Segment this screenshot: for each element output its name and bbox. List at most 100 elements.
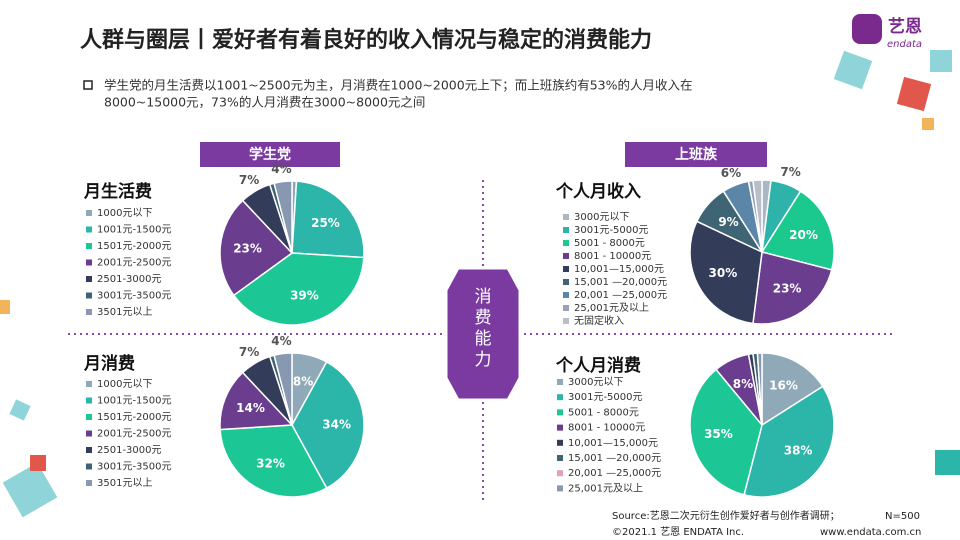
pie-slice [756,352,763,426]
legend-swatch [557,424,563,431]
group-label: 上班族 [675,146,718,163]
legend-swatch [86,226,92,233]
legend-label: 3501元以上 [97,306,152,318]
chart-title: 个人月消费 [555,355,641,376]
data-label: 16% [769,378,798,392]
data-label: 34% [322,418,351,432]
center-badge [444,266,522,402]
data-label: 32% [256,457,285,471]
legend-label: 1000元以下 [97,208,152,219]
data-label: 20% [789,228,818,242]
logo-mark [852,14,882,44]
group-label: 学生党 [249,146,291,163]
data-label: 14% [236,401,265,415]
legend-label: 20,001 —25,000元 [574,290,667,301]
data-label: 35% [704,427,733,441]
legend-swatch [557,394,563,401]
decor [922,118,934,130]
legend-swatch [563,227,569,233]
pie-slice [761,352,824,427]
pie-slice [232,252,365,326]
data-label: 9% [718,215,738,229]
logo-cn: 艺恩 [888,16,922,37]
chart-title: 月生活费 [83,181,152,202]
legend-swatch [557,409,563,416]
legend-swatch [563,318,569,324]
legend-label: 20,001 —25,000元 [568,468,661,479]
legend-label: 3001元-3500元 [97,291,172,302]
legend-label: 3501元以上 [97,477,152,489]
pie-slice [273,180,293,254]
legend-swatch [86,210,92,216]
legend-swatch [563,253,569,259]
url: www.endata.com.cn [820,527,921,538]
legend-label: 3000元以下 [574,212,629,223]
legend-swatch [563,240,569,246]
pie-slice [752,251,833,325]
pie-slice [219,371,294,431]
legend-swatch [557,439,563,446]
decor [896,76,932,112]
legend-label: 3001元-3500元 [97,462,172,473]
decor [2,462,58,518]
data-label: 23% [233,241,262,255]
logo-en: endata [887,39,922,50]
legend-label: 2501-3000元 [97,445,162,456]
decor [9,399,31,421]
legend-swatch [86,463,92,470]
data-label: 6% [721,166,741,180]
legend-swatch [563,292,569,298]
legend-swatch [563,266,569,272]
data-label: 23% [773,281,802,295]
data-label: 39% [290,288,319,302]
legend-swatch [563,279,569,285]
decor [30,455,46,471]
legend-label: 无固定收入 [574,314,624,327]
legend-label: 25,001元及以上 [568,482,643,494]
decor [833,50,873,90]
decor [0,300,10,314]
data-label: 30% [709,266,738,280]
data-label: 4% [271,334,291,348]
group-bar [200,142,340,167]
legend-label: 8001 - 10000元 [568,423,645,434]
legend-label: 1001元-1500元 [97,396,172,407]
chart-title: 个人月收入 [555,181,641,202]
legend-swatch [563,214,569,220]
data-label: 7% [239,345,259,359]
title: 人群与圈层丨爱好者有着良好的收入情况与稳定的消费能力 [80,27,652,53]
legend-swatch [563,305,569,311]
legend-swatch [86,480,92,486]
data-label: 7% [239,173,259,187]
legend-swatch [557,379,563,385]
legend-label: 5001 - 8000元 [574,238,645,249]
pie-slice [760,190,835,271]
legend-swatch [557,485,563,492]
legend-label: 10,001—15,000元 [574,264,664,275]
data-label: 8% [733,377,753,391]
center-label: 消费能力 [470,287,491,371]
legend-label: 2001元-2500元 [97,429,172,440]
legend-swatch [86,447,92,453]
legend-swatch [86,292,92,299]
legend-label: 1501元-2000元 [97,412,172,423]
legend-label: 1501元-2000元 [97,241,172,252]
legend-swatch [86,414,92,420]
legend-swatch [86,430,92,437]
data-label: 8% [293,374,313,388]
pie-slice [219,199,294,297]
source: Source:艺恩二次元衍生创作爱好者与创作者调研； [612,509,840,522]
legend-label: 2001元-2500元 [97,258,172,269]
note-line: 8000~15000元，73%的人月消费在3000~8000元之间 [104,95,425,110]
legend-label: 5001 - 8000元 [568,407,639,418]
pie-slice [291,180,365,259]
data-label: 25% [311,216,340,230]
group-bar [625,142,767,167]
legend-swatch [557,470,563,477]
data-label: 38% [784,444,813,458]
legend-label: 2501-3000元 [97,274,162,285]
pie-slice [273,352,293,426]
legend-swatch [86,243,92,249]
legend-label: 3000元以下 [568,377,623,388]
